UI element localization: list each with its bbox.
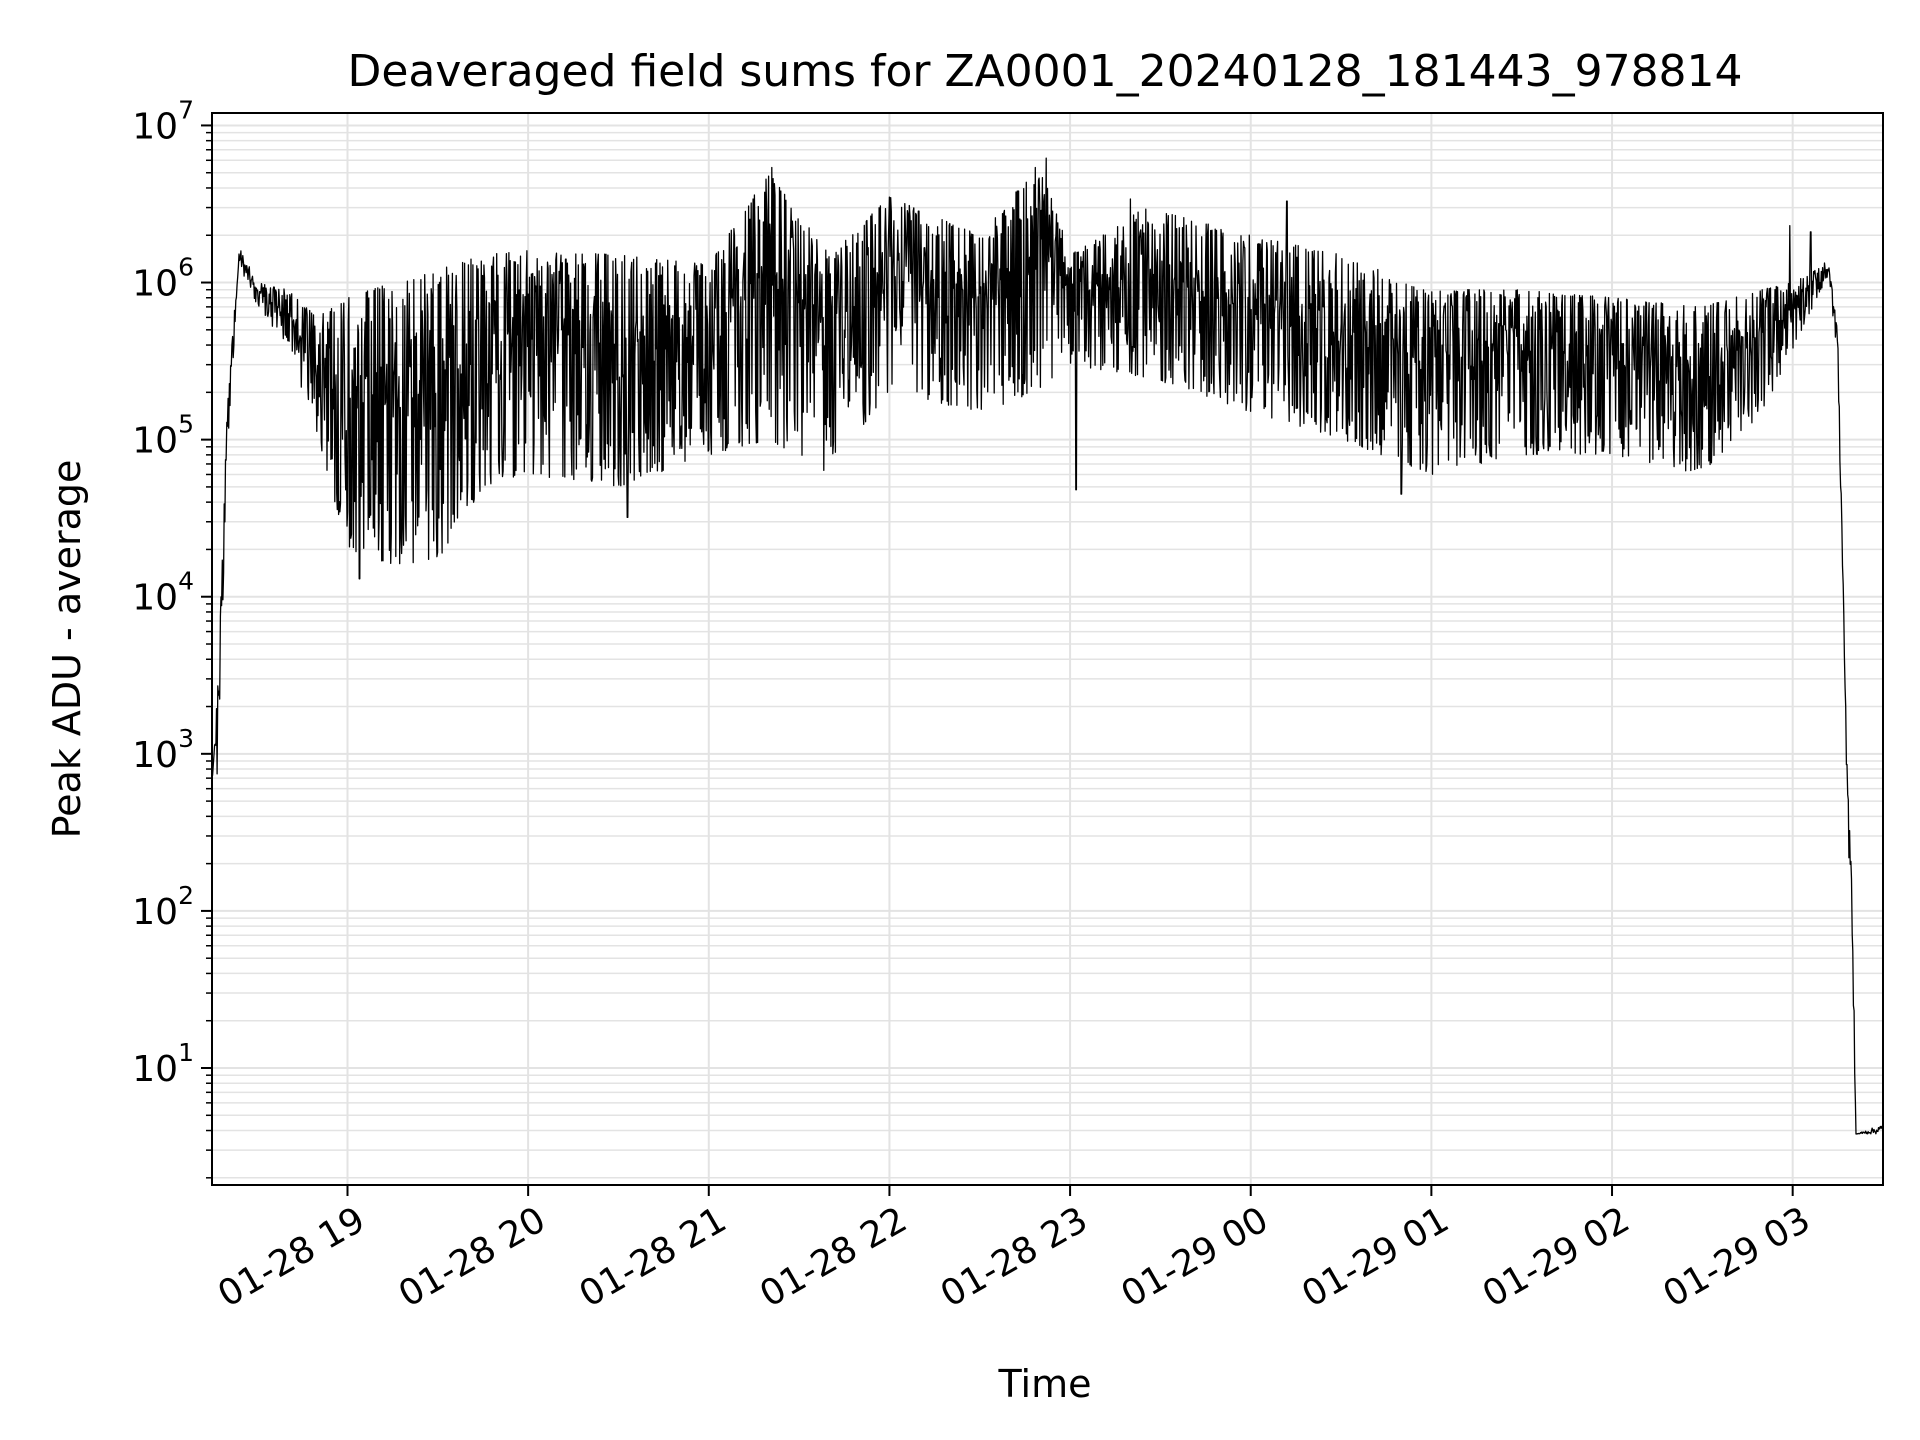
y-tick-label: 103 (132, 724, 194, 776)
y-tick-label: 105 (132, 410, 194, 462)
y-tick-label: 106 (132, 253, 194, 305)
series-layer (212, 157, 1883, 1135)
x-axis-label: Time (998, 1362, 1092, 1406)
y-tick-label: 107 (132, 95, 194, 147)
y-axis: 101 102 103 104 105 106 107 (132, 95, 212, 1179)
y-tick-label: 101 (132, 1038, 194, 1090)
y-tick-label: 102 (132, 881, 194, 933)
y-axis-label: Peak ADU - average (45, 460, 89, 839)
y-tick-label: 104 (132, 567, 194, 619)
plot-frame (211, 112, 1884, 1186)
chart-title: Deaveraged field sums for ZA0001_2024012… (347, 46, 1742, 97)
series-line (212, 157, 1883, 1135)
